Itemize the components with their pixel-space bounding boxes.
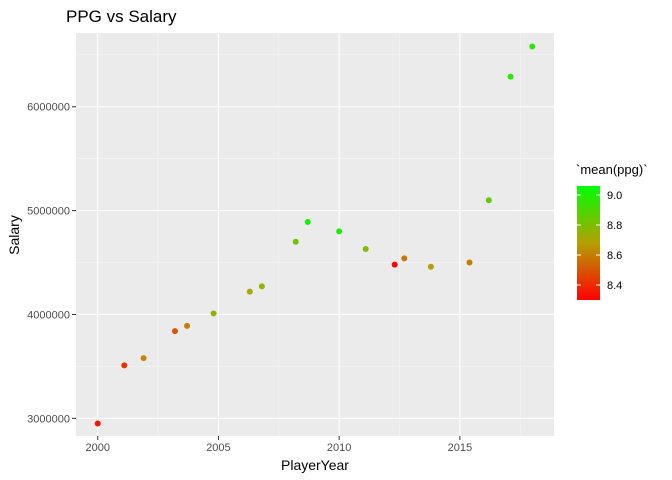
color-legend: `mean(ppg)` 9.0 8.8 8.6 8.4 xyxy=(576,162,648,300)
data-point xyxy=(529,43,536,50)
data-point xyxy=(121,362,128,369)
legend-tick-label: 8.6 xyxy=(607,250,622,262)
data-point xyxy=(485,197,492,204)
data-point xyxy=(258,283,265,290)
legend-tick-label: 9.0 xyxy=(607,190,622,202)
data-point xyxy=(246,288,253,295)
data-point xyxy=(336,228,343,235)
legend-colorbar xyxy=(577,186,600,300)
minor-gridlines xyxy=(76,33,554,436)
data-points xyxy=(94,43,536,427)
data-point xyxy=(466,259,473,266)
data-point xyxy=(94,420,101,427)
x-tick-label: 2000 xyxy=(85,442,109,454)
legend-ticks: 9.0 8.8 8.6 8.4 xyxy=(577,190,622,292)
x-tick-label: 2005 xyxy=(206,442,230,454)
data-point xyxy=(171,328,178,335)
data-point xyxy=(427,263,434,270)
y-axis-title: Salary xyxy=(6,215,22,255)
x-axis: 2000 2005 2010 2015 xyxy=(85,436,472,454)
y-tick-label: 6000000 xyxy=(27,102,70,114)
data-point xyxy=(362,246,369,253)
data-point xyxy=(304,219,311,226)
data-point xyxy=(292,238,299,245)
x-tick-label: 2010 xyxy=(327,442,351,454)
legend-tick-label: 8.4 xyxy=(607,280,622,292)
data-point xyxy=(184,322,191,329)
major-gridlines xyxy=(76,33,554,436)
chart-title: PPG vs Salary xyxy=(66,7,177,26)
legend-tick-label: 8.8 xyxy=(607,220,622,232)
data-point xyxy=(140,355,147,362)
x-tick-label: 2015 xyxy=(448,442,472,454)
data-point xyxy=(210,310,217,317)
x-axis-title: PlayerYear xyxy=(281,457,349,473)
data-point xyxy=(507,73,514,80)
data-point xyxy=(401,255,408,262)
y-axis: 3000000 4000000 5000000 6000000 xyxy=(27,102,76,425)
y-tick-label: 3000000 xyxy=(27,413,70,425)
plot-panel xyxy=(76,33,554,436)
data-point xyxy=(391,261,398,268)
legend-title: `mean(ppg)` xyxy=(576,162,648,177)
y-tick-label: 5000000 xyxy=(27,206,70,218)
y-tick-label: 4000000 xyxy=(27,309,70,321)
